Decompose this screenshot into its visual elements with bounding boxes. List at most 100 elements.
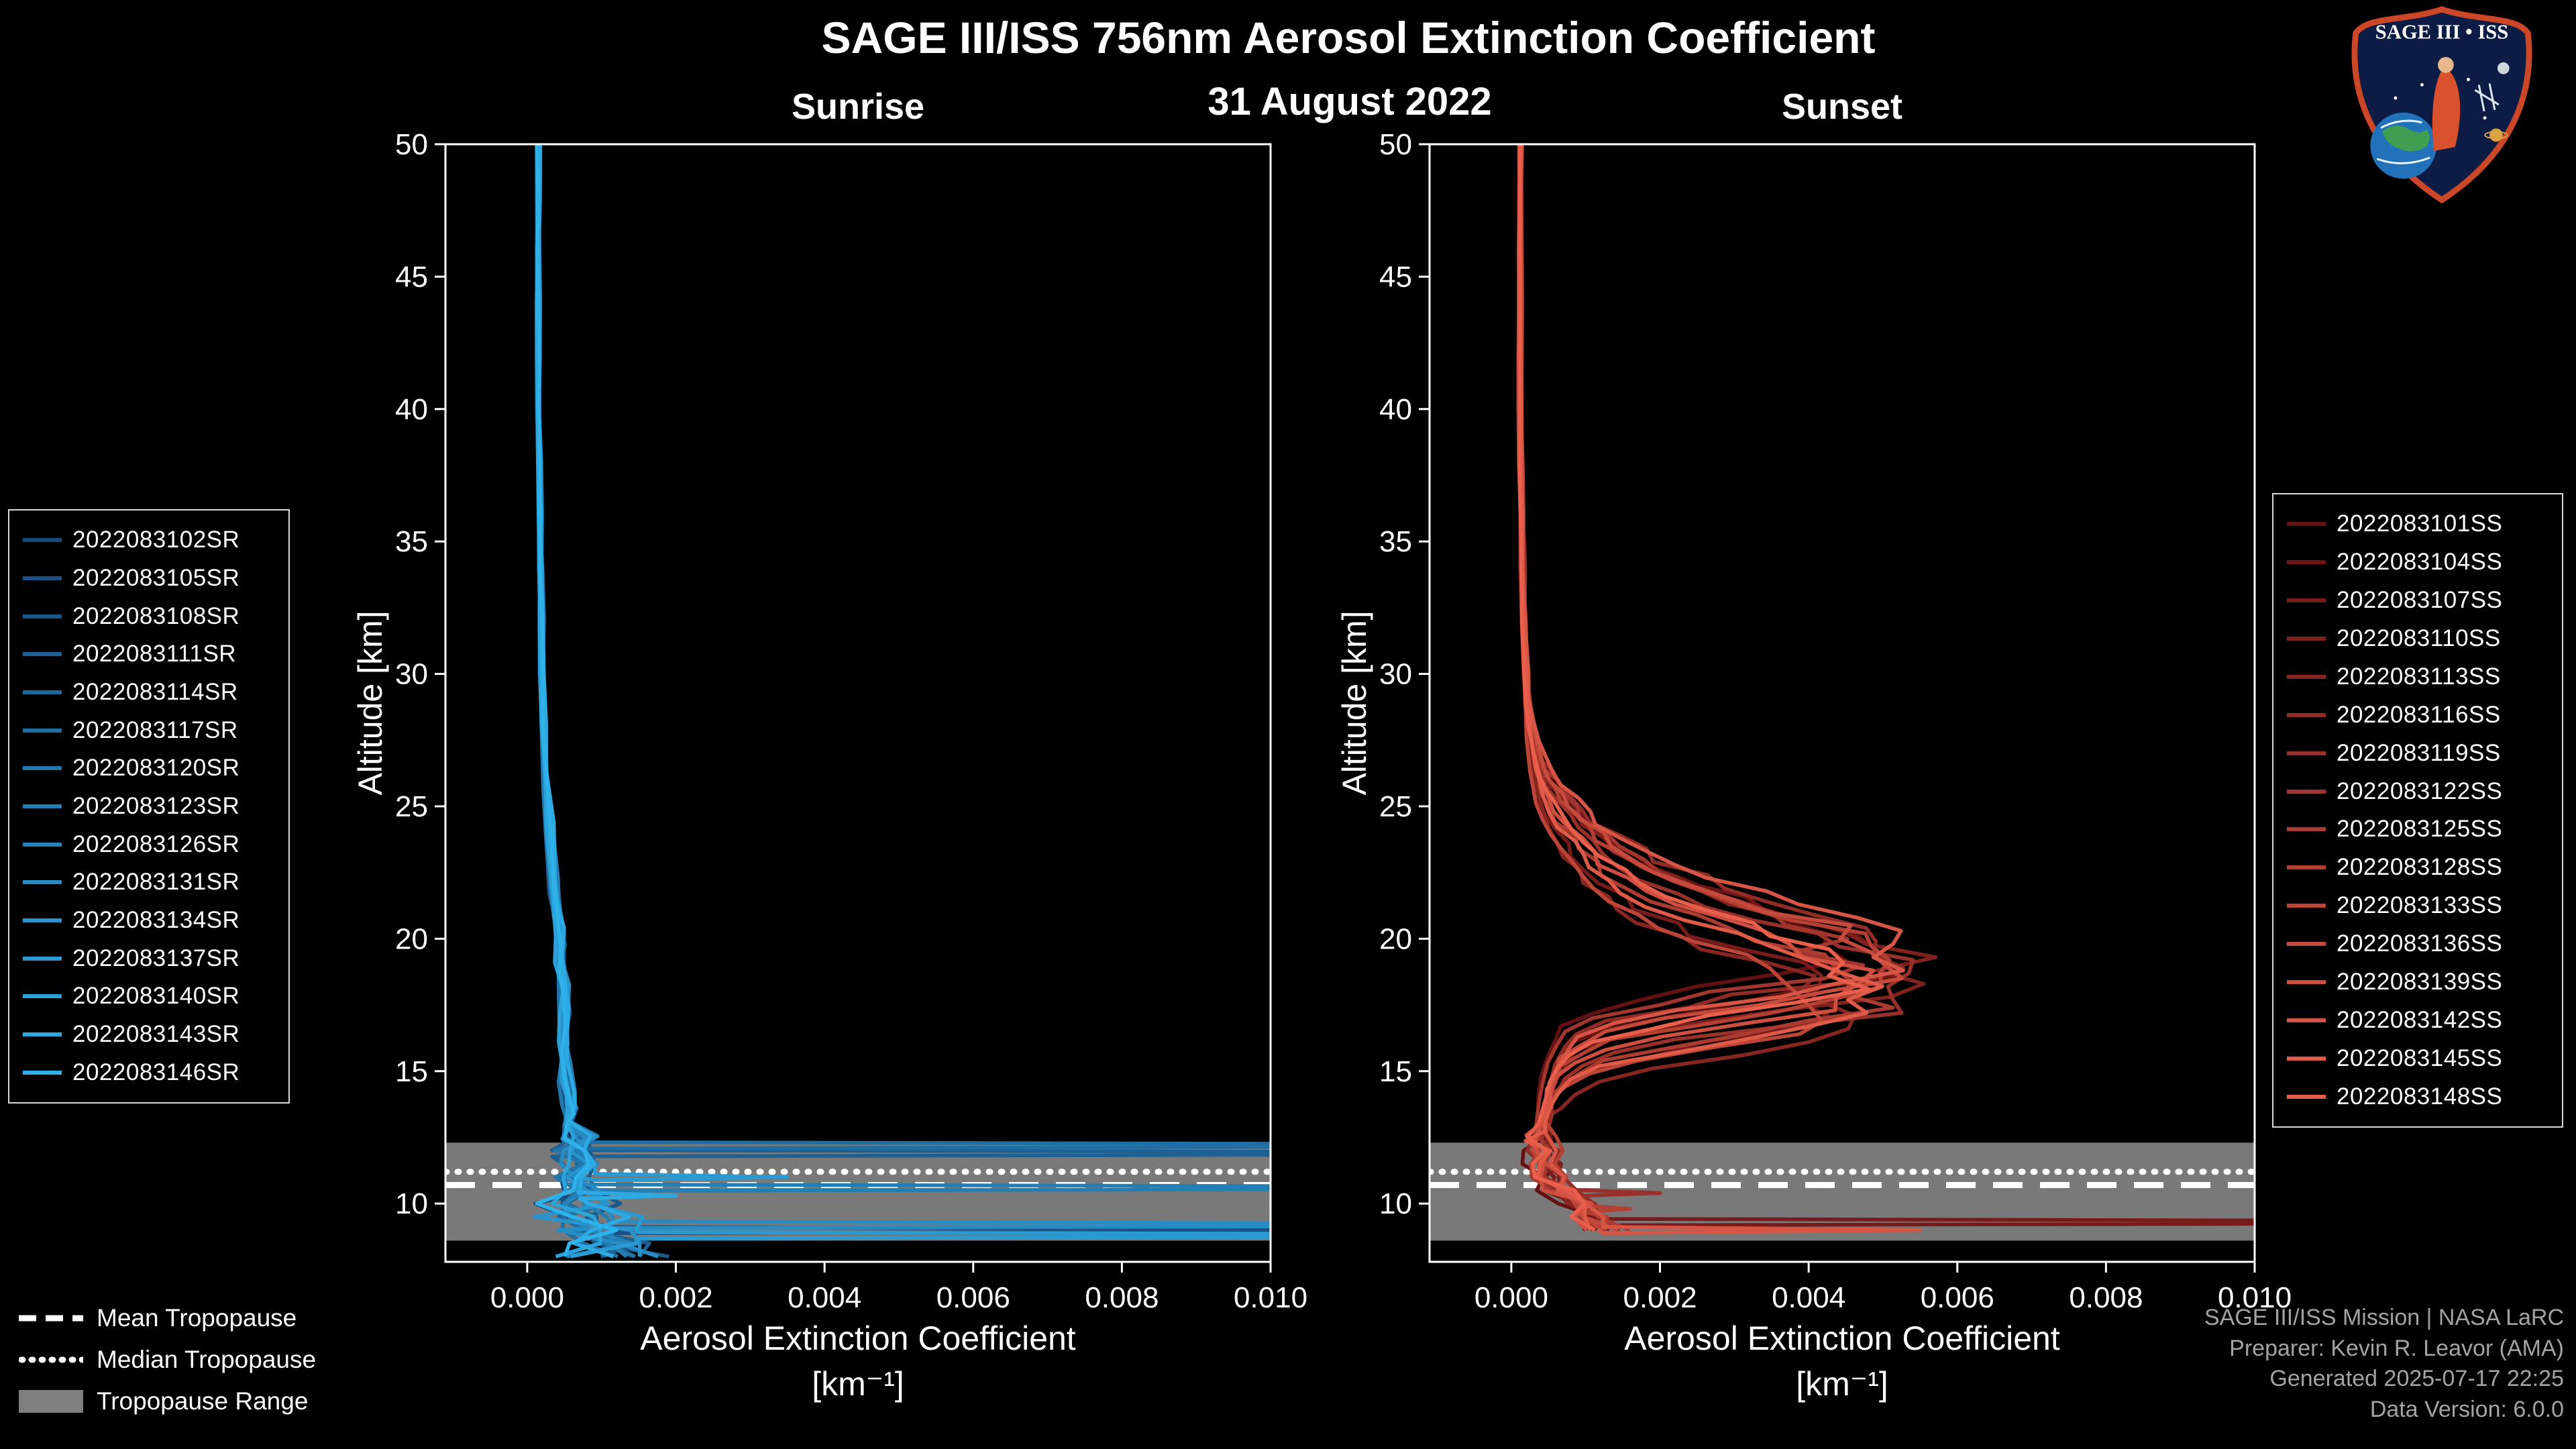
legend-label: 2022083120SR — [72, 755, 240, 782]
profile-line-2022083119SS — [1519, 144, 1915, 1232]
legend-label: 2022083148SS — [2337, 1083, 2503, 1110]
legend-item-2022083117SR: 2022083117SR — [23, 712, 275, 749]
legend-label: 2022083110SS — [2337, 625, 2501, 652]
legend-swatch — [23, 538, 62, 543]
legend-swatch — [23, 842, 62, 847]
legend-item-2022083128SS: 2022083128SS — [2287, 849, 2548, 886]
tropopause-range-legend-item: Tropopause Range — [19, 1381, 316, 1422]
y-tick-label: 40 — [1379, 393, 1412, 426]
x-tick-label: 0.008 — [1085, 1281, 1159, 1314]
x-axis-label-text: Aerosol Extinction Coefficient — [1624, 1320, 2060, 1357]
y-tick-label: 40 — [395, 393, 428, 426]
legend-swatch — [2287, 789, 2326, 794]
legend-label: 2022083117SR — [72, 716, 238, 743]
legend-swatch — [23, 994, 62, 999]
legend-item-2022083131SR: 2022083131SR — [23, 863, 275, 901]
sunrise-legend: 2022083102SR 2022083105SR 2022083108SR 2022… — [8, 509, 290, 1104]
legend-label: 2022083119SS — [2337, 739, 2501, 766]
legend-label: 2022083101SS — [2337, 511, 2503, 537]
legend-item-2022083136SS: 2022083136SS — [2287, 925, 2548, 963]
legend-swatch — [23, 576, 62, 580]
x-axis-unit-text: [km⁻¹] — [1796, 1364, 1888, 1403]
profile-line-2022083120SR — [535, 144, 636, 1258]
plot-frame — [444, 143, 1272, 1263]
legend-label: 2022083139SS — [2337, 968, 2503, 995]
legend-item-2022083142SS: 2022083142SS — [2287, 1002, 2548, 1039]
tropopause-range-label: Tropopause Range — [97, 1387, 309, 1415]
sunset-x-axis-label: Aerosol Extinction Coefficient [km⁻¹] — [1624, 1316, 2059, 1407]
legend-swatch — [2287, 904, 2326, 908]
profile-line-2022083108SR — [536, 144, 669, 1258]
legend-label: 2022083128SS — [2337, 854, 2503, 881]
x-axis-unit-text: [km⁻¹] — [812, 1364, 904, 1403]
legend-swatch — [2287, 637, 2326, 641]
legend-swatch — [23, 690, 62, 694]
plot-frame — [1428, 143, 2256, 1263]
legend-item-2022083134SR: 2022083134SR — [23, 902, 275, 939]
legend-item-2022083137SR: 2022083137SR — [23, 940, 275, 977]
legend-item-2022083139SS: 2022083139SS — [2287, 963, 2548, 1001]
sunset-panel-title: Sunset — [1781, 87, 1903, 127]
x-tick-label: 0.004 — [1772, 1281, 1845, 1314]
legend-item-2022083125SS: 2022083125SS — [2287, 810, 2548, 848]
legend-item-2022083119SS: 2022083119SS — [2287, 735, 2548, 772]
x-tick-label: 0.002 — [639, 1281, 712, 1314]
legend-swatch — [23, 880, 62, 885]
x-tick-label: 0.006 — [1921, 1281, 1994, 1314]
profile-line-2022083134SR — [532, 144, 642, 1257]
legend-label: 2022083104SS — [2337, 549, 2503, 576]
legend-swatch — [2287, 712, 2326, 717]
y-tick-label: 15 — [1379, 1055, 1412, 1088]
legend-swatch — [23, 956, 62, 961]
sunrise-x-axis-label: Aerosol Extinction Coefficient [km⁻¹] — [640, 1316, 1075, 1407]
median-tropopause-label: Median Tropopause — [97, 1346, 317, 1373]
mean-tropopause-label: Mean Tropopause — [97, 1304, 297, 1332]
legend-item-2022083114SR: 2022083114SR — [23, 674, 275, 711]
legend-item-2022083111SR: 2022083111SR — [23, 635, 275, 673]
median-tropopause-dotted-sample — [19, 1356, 83, 1363]
sunset-legend: 2022083101SS 2022083104SS 2022083107SS 2022… — [2272, 493, 2563, 1128]
x-tick-label: 0.004 — [788, 1281, 861, 1314]
legend-item-2022083108SR: 2022083108SR — [23, 598, 275, 635]
legend-label: 2022083126SR — [72, 830, 240, 857]
legend-swatch — [23, 766, 62, 771]
legend-item-2022083105SR: 2022083105SR — [23, 559, 275, 597]
profile-line-2022083146SR — [535, 144, 619, 1258]
y-tick-label: 45 — [395, 260, 428, 293]
x-tick-label: 0.000 — [490, 1281, 564, 1314]
legend-swatch — [2287, 674, 2326, 679]
tropopause-range-sample — [19, 1390, 83, 1413]
legend-swatch — [2287, 865, 2326, 870]
logo-iss — [2474, 83, 2500, 112]
y-tick-label: 10 — [395, 1187, 428, 1220]
legend-label: 2022083133SS — [2337, 892, 2503, 919]
legend-swatch — [23, 918, 62, 922]
legend-label: 2022083134SR — [72, 906, 240, 933]
legend-label: 2022083123SR — [72, 792, 240, 819]
x-tick-label: 0.002 — [1623, 1281, 1697, 1314]
legend-label: 2022083102SR — [72, 527, 240, 553]
legend-swatch — [2287, 522, 2326, 527]
y-tick-label: 20 — [1379, 922, 1412, 955]
legend-label: 2022083145SS — [2337, 1044, 2503, 1071]
profile-line-2022083142SS — [1518, 144, 1923, 1236]
x-tick-label: 0.000 — [1474, 1281, 1548, 1314]
y-tick-label: 25 — [395, 790, 428, 823]
legend-swatch — [23, 728, 62, 733]
footer-mission-line: SAGE III/ISS Mission | NASA LaRC — [2204, 1305, 2564, 1330]
legend-label: 2022083143SR — [72, 1020, 240, 1047]
y-tick-label: 45 — [1379, 260, 1412, 293]
legend-swatch — [23, 614, 62, 619]
y-tick-label: 30 — [1379, 658, 1412, 691]
profile-line-2022083126SR — [535, 144, 633, 1258]
legend-swatch — [23, 1070, 62, 1075]
legend-label: 2022083142SS — [2337, 1006, 2503, 1033]
footer-version-line: Data Version: 6.0.0 — [2369, 1396, 2564, 1422]
logo-title-text: SAGE III • ISS — [2375, 20, 2509, 43]
logo-moon — [2497, 62, 2510, 74]
legend-swatch — [2287, 827, 2326, 832]
y-tick-label: 50 — [1379, 128, 1412, 161]
legend-swatch — [23, 1032, 62, 1036]
median-tropopause-legend-item: Median Tropopause — [19, 1339, 316, 1381]
